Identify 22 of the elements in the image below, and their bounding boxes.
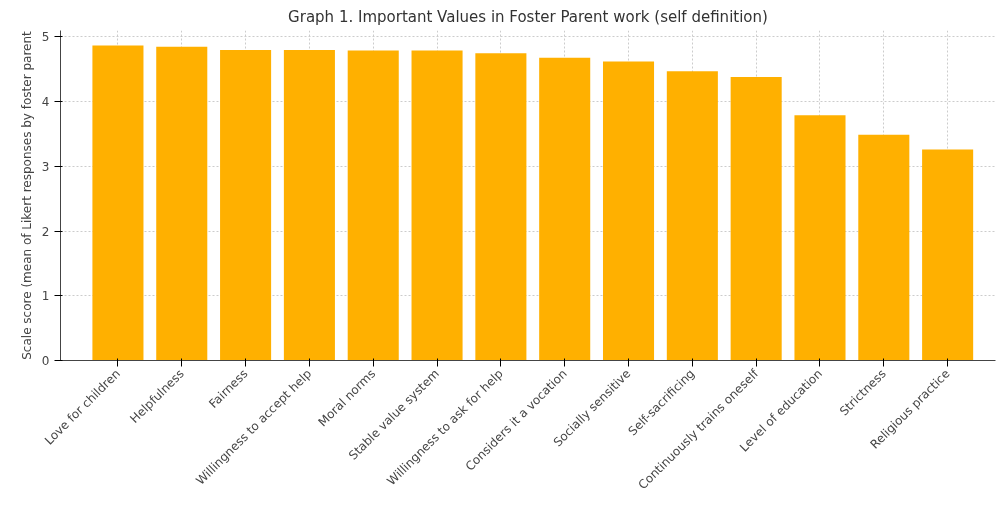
y-tick-label: 5 [41,30,50,45]
bar [92,45,144,361]
bar [602,61,655,361]
bar [411,50,463,361]
y-tick-label: 1 [41,289,50,304]
bar [475,53,527,361]
bar [347,50,399,361]
bar [283,49,335,361]
bar [539,57,591,361]
y-tick-label: 3 [41,159,50,174]
y-tick-label: 0 [41,354,50,368]
bar [220,49,272,361]
y-axis-title: Scale score (mean of Likert responses by foster parent [19,30,34,360]
bar [730,77,782,361]
bar [156,46,208,361]
bar [858,134,910,361]
y-tick-label: 2 [41,224,50,239]
bar [794,115,846,361]
bar [922,149,974,361]
bar [666,71,718,361]
y-tick-label: 4 [41,95,50,110]
chart-title: Graph 1. Important Values in Foster Parent work (self definition) [288,7,768,26]
